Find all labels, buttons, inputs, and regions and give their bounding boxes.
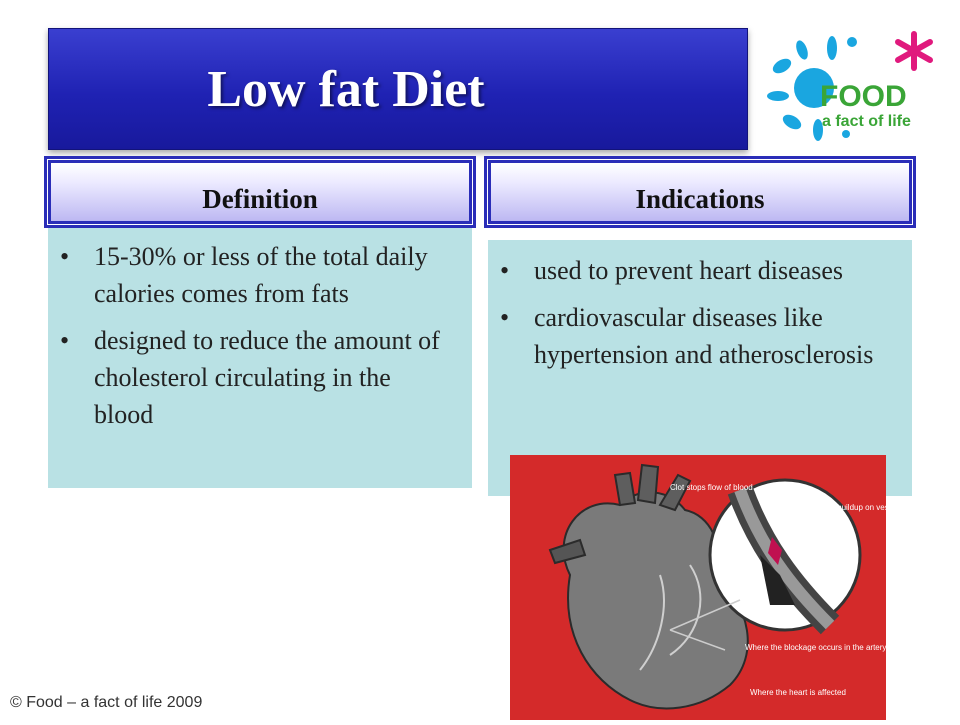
heart-diagram: Clot stops flow of blood Plaque buildup …: [510, 455, 919, 720]
slide-title: Low fat Diet: [207, 60, 485, 118]
definition-header: Definition: [48, 160, 472, 224]
food-fact-of-life-logo: FOOD a fact of life: [762, 26, 942, 150]
copyright-footer: © Food – a fact of life 2009: [10, 694, 203, 711]
list-item: • 15-30% or less of the total daily calor…: [48, 238, 448, 312]
indications-bullet-2: cardiovascular diseases like hypertensio…: [534, 303, 874, 369]
list-item: • cardiovascular diseases like hypertensi…: [488, 299, 898, 373]
label-plaque: Plaque buildup on vessel walls: [810, 503, 886, 512]
heart-artery-illustration: Clot stops flow of blood Plaque buildup …: [510, 455, 919, 720]
indications-header-label: Indications: [635, 184, 765, 214]
logo-graphic: FOOD a fact of life: [767, 31, 933, 141]
label-blockage: Where the blockage occurs in the artery: [745, 643, 886, 652]
definition-bullet-1: 15-30% or less of the total daily calori…: [94, 242, 428, 308]
label-heart: Where the heart is affected: [750, 688, 846, 697]
logo-word: FOOD: [820, 80, 907, 113]
indications-bullet-1: used to prevent heart diseases: [534, 256, 844, 285]
bullet-icon: •: [60, 326, 70, 355]
title-banner: Low fat Diet: [48, 28, 748, 150]
bullet-icon: •: [500, 256, 510, 285]
list-item: • used to prevent heart diseases: [488, 252, 898, 289]
indications-list: • used to prevent heart diseases • cardiov…: [488, 252, 898, 383]
bullet-icon: •: [60, 242, 70, 271]
indications-header: Indications: [488, 160, 912, 224]
indications-panel: [488, 240, 912, 496]
asterisk-icon: [895, 31, 933, 71]
bullet-icon: •: [500, 303, 510, 332]
logo-tagline: a fact of life: [822, 113, 911, 130]
list-item: • designed to reduce the amount of choles…: [48, 322, 448, 433]
definition-list: • 15-30% or less of the total daily calor…: [48, 238, 448, 443]
label-clot: Clot stops flow of blood: [670, 483, 753, 492]
definition-header-label: Definition: [202, 184, 318, 214]
definition-panel: [48, 222, 472, 488]
definition-bullet-2: designed to reduce the amount of cholest…: [94, 326, 440, 429]
